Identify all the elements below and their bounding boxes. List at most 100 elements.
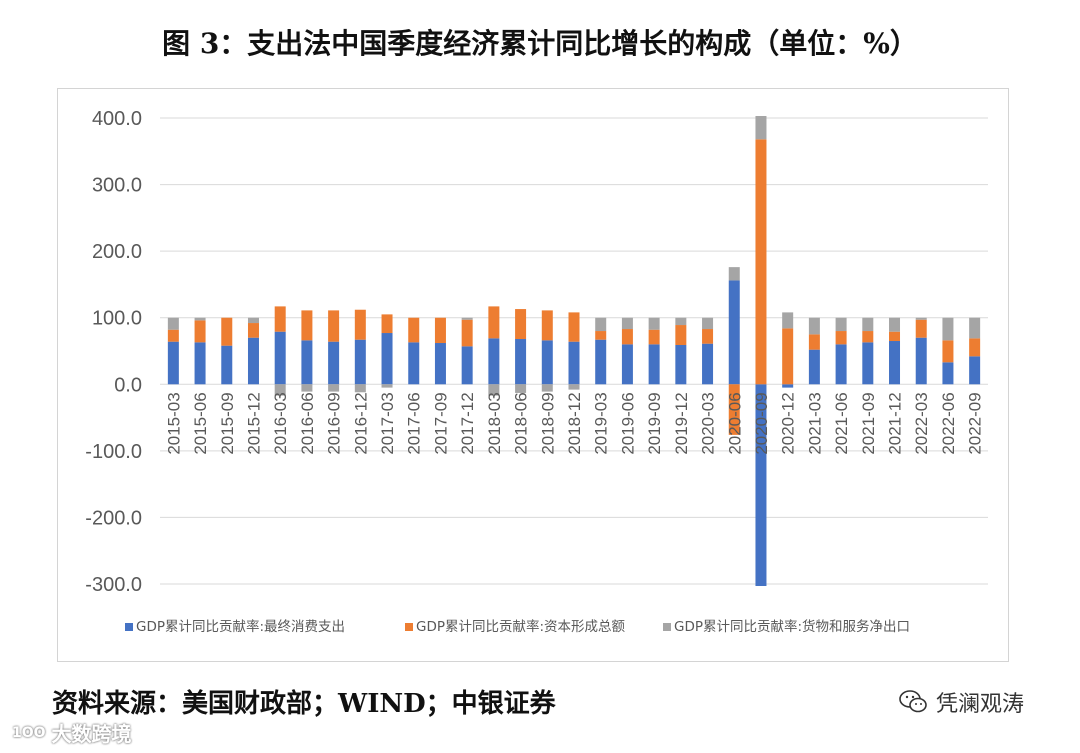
watermark-name: 大数跨境 [51,722,132,746]
y-tick-label: -300.0 [85,574,142,596]
bar-segment [595,339,607,385]
y-tick-label: 100.0 [92,308,142,330]
bar-segment [621,317,633,330]
bar-segment [969,338,981,357]
x-tick-label: 2022-03 [912,392,931,454]
bar-segment [835,344,847,385]
bar-segment [301,384,313,392]
bar-segment [541,384,553,392]
x-tick-label: 2015-12 [244,392,263,454]
bar-segment [621,344,633,385]
x-tick-label: 2017-03 [378,392,397,454]
bar-segment [354,384,366,393]
bar-segment [675,345,687,385]
bar-segment [541,310,553,341]
bar-segment [274,384,286,396]
brand-name: 凭澜观涛 [936,692,1025,717]
bar-segment [675,317,687,326]
x-tick-label: 2021-03 [805,392,824,454]
x-tick-label: 2017-06 [405,392,424,454]
source-note: 资料来源：美国财政部；WIND；中银证券 [52,689,556,719]
bar-segment [648,317,660,330]
bar-segment [221,345,233,385]
bar-segment [381,333,393,385]
wechat-icon [899,690,927,713]
y-tick-label: 400.0 [92,108,142,130]
x-tick-label: 2015-03 [164,392,183,454]
x-tick-label: 2019-03 [592,392,611,454]
bar-segment [755,116,767,140]
bar-segment [488,338,500,385]
bar-segment [568,341,580,385]
bar-segment [167,341,179,385]
legend-swatch [125,623,133,631]
bar-segment [434,343,446,385]
x-tick-label: 2017-12 [458,392,477,454]
bar-segment [675,325,687,346]
bar-segment [915,337,927,385]
bar-segment [942,340,954,363]
bar-segment [301,310,313,341]
bar-segment [808,317,820,335]
bar-segment [221,317,233,346]
bar-segment [568,312,580,342]
bar-segment [755,384,767,586]
bar-segment [648,344,660,385]
bar-segment [889,331,901,342]
y-tick-label: -100.0 [85,441,142,463]
bar-segment [408,317,420,343]
bar-segment [702,329,714,344]
x-tick-label: 2016-03 [271,392,290,454]
bar-segment [434,317,446,344]
x-tick-label: 2018-09 [538,392,557,454]
x-tick-label: 2018-12 [565,392,584,454]
x-tick-label: 2020-09 [752,392,771,454]
bar-segment [301,340,313,385]
x-tick-label: 2016-12 [351,392,370,454]
brand-label: 凭澜观涛 [898,686,1024,718]
legend-swatch [663,623,671,631]
bar-segment [808,349,820,385]
bar-segment [488,384,500,396]
bar-segment [328,310,340,342]
bar-segment [702,317,714,330]
bar-segment [247,337,259,385]
legend-swatch [405,623,413,631]
bar-segment [381,384,393,388]
bar-segment [969,317,981,339]
bar-segment [915,317,927,320]
bar-segment [728,384,740,435]
bar-segment [648,329,660,345]
bar-segment [702,343,714,385]
x-tick-label: 2021-12 [886,392,905,454]
bar-segment [515,384,527,393]
bar-segment [782,312,794,329]
watermark: 1OO 大数跨境 [12,718,132,747]
legend-label: GDP累计同比贡献率:最终消费支出 [136,618,345,635]
legend-label: GDP累计同比贡献率:货物和服务净出口 [674,618,910,635]
bar-segment [515,339,527,385]
bar-segment [728,280,740,385]
x-tick-label: 2021-06 [832,392,851,454]
chart-frame: 400.0 300.0 200.0 100.0 0.0 -100.0 -200.0 -300.… [57,88,1009,662]
bar-segment [835,317,847,332]
stacked-bar-chart: 400.0 300.0 200.0 100.0 0.0 -100.0 -200.0 -300.… [85,108,988,635]
bar-segment [328,384,340,392]
bar-segment [835,331,847,345]
x-tick-label: 2020-06 [725,392,744,454]
x-tick-label: 2021-09 [859,392,878,454]
x-tick-label: 2016-06 [298,392,317,454]
bar-segment [167,329,179,342]
bar-segment [515,309,527,340]
x-tick-label: 2018-03 [485,392,504,454]
bar-segment [194,320,206,343]
chart-title: 图 3：支出法中国季度经济累计同比增长的构成（单位：%） [162,27,918,60]
bar-segment [862,342,874,385]
bar-segment [354,309,366,340]
bar-segment [889,317,901,332]
bar-segment [568,384,580,390]
bar-segment [889,341,901,385]
y-tick-label: 0.0 [114,374,142,396]
bar-segment [408,342,420,385]
bar-segment [461,346,473,385]
